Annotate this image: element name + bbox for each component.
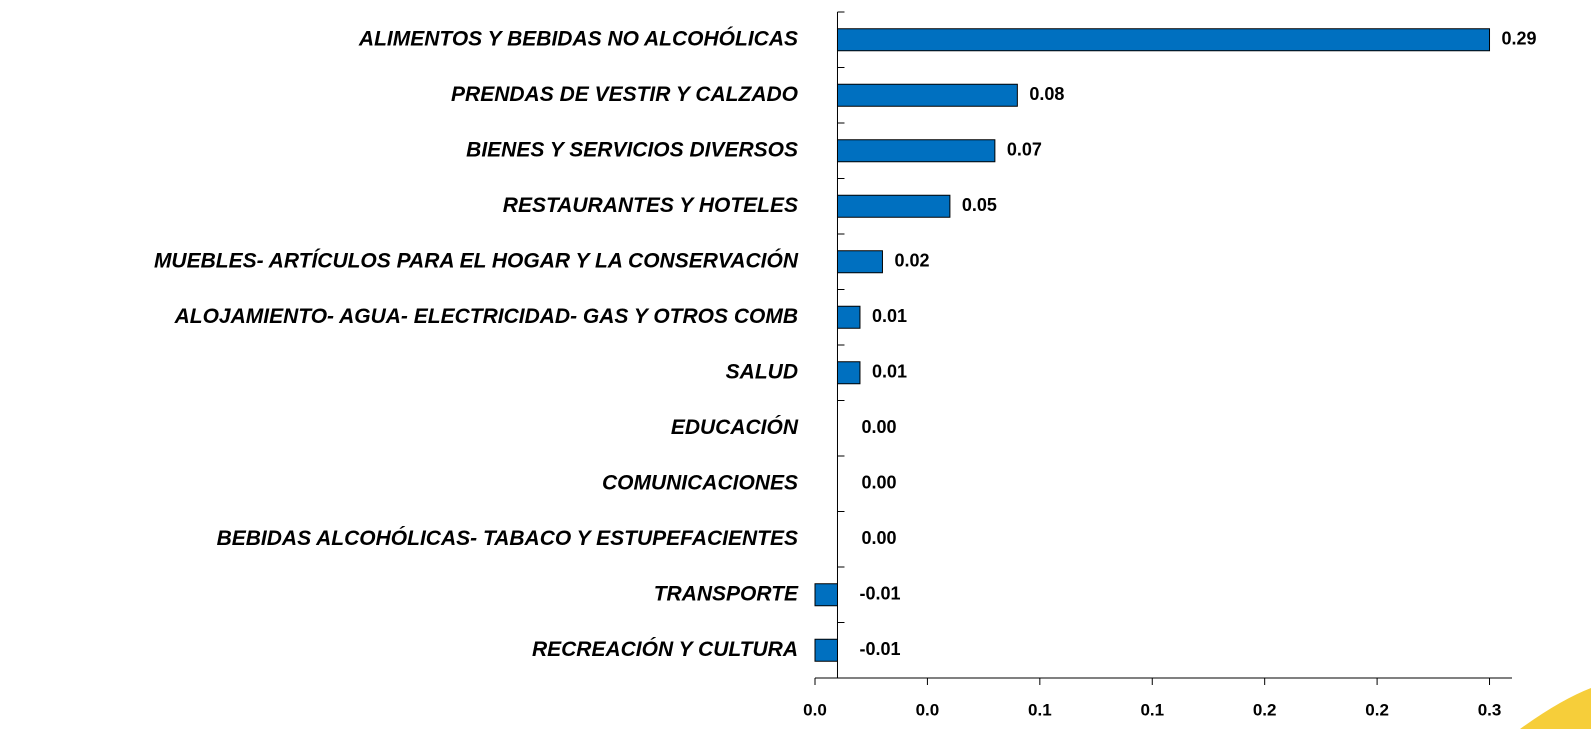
value-label: 0.00 xyxy=(861,417,896,437)
bar xyxy=(836,194,951,218)
category-label: BIENES Y SERVICIOS DIVERSOS xyxy=(466,138,798,161)
value-label: 0.01 xyxy=(872,362,907,382)
category-label: COMUNICACIONES xyxy=(602,471,798,494)
bar xyxy=(836,28,1491,52)
bar xyxy=(836,83,1018,107)
x-tick-label: 0.1 xyxy=(1028,700,1052,719)
value-label: 0.00 xyxy=(861,528,896,548)
category-label: TRANSPORTE xyxy=(654,582,799,605)
category-label: SALUD xyxy=(726,360,798,383)
value-label: 0.00 xyxy=(861,473,896,493)
decoration xyxy=(1520,688,1591,729)
value-label: 0.02 xyxy=(894,251,929,271)
value-label: 0.01 xyxy=(872,306,907,326)
category-label: ALOJAMIENTO- AGUA- ELECTRICIDAD- GAS Y O… xyxy=(174,305,798,328)
category-label: MUEBLES- ARTÍCULOS PARA EL HOGAR Y LA CO… xyxy=(154,248,799,272)
x-tick-label: 0.1 xyxy=(1140,700,1164,719)
x-tick-label: 0.3 xyxy=(1478,700,1502,719)
category-label: EDUCACIÓN xyxy=(671,415,799,439)
value-label: 0.29 xyxy=(1502,29,1537,49)
value-label: 0.07 xyxy=(1007,140,1042,160)
category-label: RECREACIÓN Y CULTURA xyxy=(532,637,798,661)
category-label: BEBIDAS ALCOHÓLICAS- TABACO Y ESTUPEFACI… xyxy=(217,526,798,550)
value-label: 0.05 xyxy=(962,195,997,215)
category-label: PRENDAS DE VESTIR Y CALZADO xyxy=(451,83,798,106)
value-label: -0.01 xyxy=(859,584,900,604)
bar xyxy=(836,250,883,274)
x-tick-label: 0.2 xyxy=(1253,700,1277,719)
x-tick-label: 0.2 xyxy=(1365,700,1389,719)
category-label: ALIMENTOS Y BEBIDAS NO ALCOHÓLICAS xyxy=(358,26,798,50)
value-label: 0.08 xyxy=(1029,84,1064,104)
bar xyxy=(836,305,861,329)
bar xyxy=(836,361,861,385)
value-label: -0.01 xyxy=(859,639,900,659)
x-tick-label: 0.0 xyxy=(803,700,827,719)
bar xyxy=(836,139,996,163)
bar xyxy=(814,583,838,607)
bar xyxy=(814,638,838,662)
category-label: RESTAURANTES Y HOTELES xyxy=(503,194,798,217)
x-tick-label: 0.0 xyxy=(916,700,940,719)
